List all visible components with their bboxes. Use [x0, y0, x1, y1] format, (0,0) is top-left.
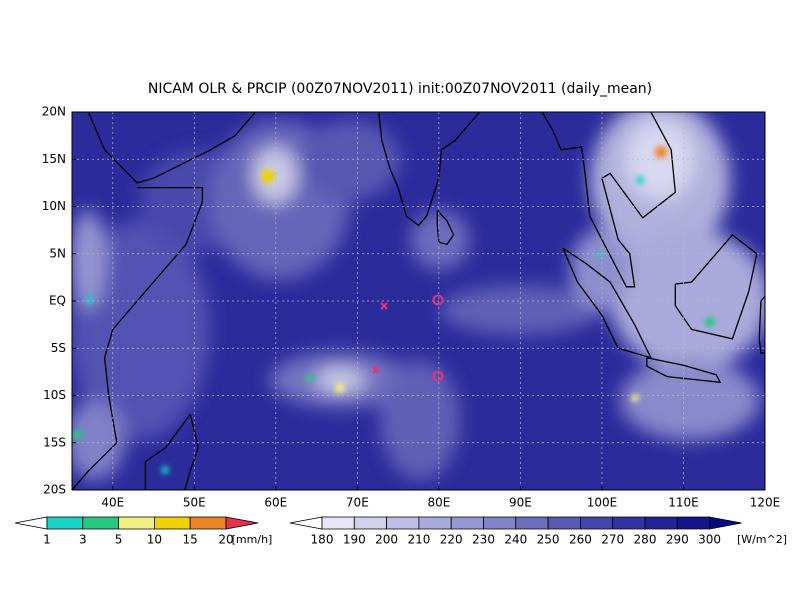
lat-label: 5S	[51, 341, 66, 355]
colorbar-label: 220	[440, 533, 463, 547]
colorbar-unit: [mm/h]	[232, 533, 273, 546]
colorbar-label: 200	[375, 533, 398, 547]
marker-circle	[432, 294, 444, 306]
lon-label: 110E	[668, 496, 699, 510]
color-box	[547, 516, 581, 530]
axis-labels: 20N 15N 10N 5N EQ 5S 10S 15S 20S 40E 50E 60E 70E 80E 9…	[42, 105, 781, 510]
grid	[72, 112, 765, 490]
lon-label: 40E	[101, 496, 124, 510]
lat-label: 10S	[43, 388, 66, 402]
lat-label: 10N	[42, 199, 66, 213]
color-box	[353, 516, 387, 530]
lon-label: 90E	[509, 496, 532, 510]
color-box	[709, 516, 742, 530]
marker-x	[372, 366, 380, 374]
coastline	[72, 186, 204, 490]
color-box	[450, 516, 484, 530]
color-box	[321, 516, 355, 530]
coastline	[436, 209, 455, 246]
coastline	[87, 112, 257, 184]
lat-label: EQ	[49, 294, 66, 308]
lat-label: 20N	[42, 105, 66, 119]
colorbar-label: 190	[343, 533, 366, 547]
color-box	[580, 516, 614, 530]
color-box	[418, 516, 452, 530]
color-box	[612, 516, 646, 530]
marker-x	[380, 302, 388, 310]
colorbar-label: 250	[537, 533, 560, 547]
colorbar-label: 15	[183, 533, 198, 547]
colorbar-label: 300	[698, 533, 721, 547]
colorbar-label: 210	[407, 533, 430, 547]
colorbar-label: 5	[115, 533, 123, 547]
color-box	[483, 516, 517, 530]
colorbars: 1 3 5 10 15 20[mm/h] 180 190 200 210 220 230 240 250 2…	[14, 516, 787, 547]
markers	[372, 294, 444, 382]
color-box	[515, 516, 549, 530]
lat-label: 15N	[42, 152, 66, 166]
coastline	[646, 357, 722, 384]
lon-label: 70E	[346, 496, 369, 510]
colorbar-label: 270	[601, 533, 624, 547]
color-box	[14, 516, 48, 530]
color-box	[118, 516, 155, 530]
coastline	[144, 414, 200, 490]
colorbar-label: 180	[311, 533, 334, 547]
lon-label: 50E	[183, 496, 206, 510]
colorbar-label: 260	[569, 533, 592, 547]
lon-label: 100E	[587, 496, 618, 510]
coastline	[378, 112, 481, 227]
colorbar-label: 20	[218, 533, 233, 547]
coastline	[674, 234, 758, 340]
coastline	[562, 247, 653, 359]
color-box	[644, 516, 678, 530]
lat-label: 15S	[43, 435, 66, 449]
colorbar-unit: [W/m^2]	[737, 533, 787, 546]
lon-label: 120E	[750, 496, 781, 510]
color-box	[154, 516, 191, 530]
colorbar-label: 230	[472, 533, 495, 547]
colorbar-label: 240	[504, 533, 527, 547]
color-box	[289, 516, 323, 530]
cloud-field	[72, 112, 765, 480]
marker-circle	[432, 370, 444, 382]
color-box	[386, 516, 420, 530]
color-box	[82, 516, 119, 530]
map	[72, 112, 765, 490]
color-box	[676, 516, 710, 530]
colorbar-label: 3	[79, 533, 87, 547]
color-box	[46, 516, 84, 530]
lat-label: 5N	[49, 246, 66, 260]
coastline	[541, 112, 676, 288]
title: NICAM OLR & PRCIP (00Z07NOV2011) init:00…	[148, 81, 652, 97]
coastlines	[72, 112, 765, 490]
lat-label: 20S	[43, 483, 66, 497]
lon-label: 80E	[427, 496, 450, 510]
colorbar-label: 290	[666, 533, 689, 547]
colorbar-label: 280	[634, 533, 657, 547]
color-box	[225, 516, 259, 530]
color-box	[189, 516, 227, 530]
colorbar-label: 1	[43, 533, 51, 547]
coastline	[758, 295, 765, 354]
colorbar-label: 10	[147, 533, 162, 547]
lon-label: 60E	[264, 496, 287, 510]
precip-spots	[73, 146, 715, 474]
